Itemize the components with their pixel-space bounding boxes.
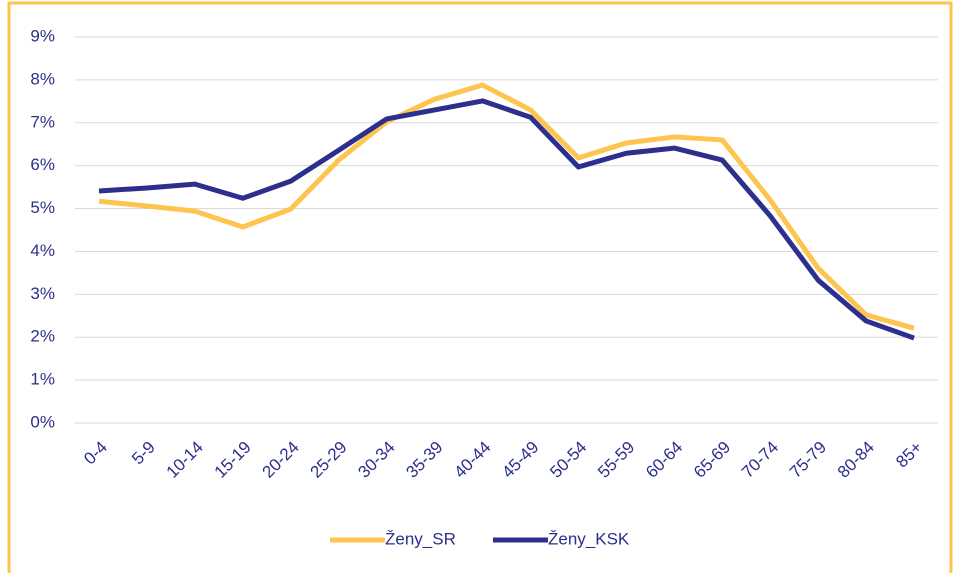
y-tick-label: 0% [30, 412, 55, 431]
legend-label: Ženy_SR [385, 529, 456, 548]
x-tick-label: 60-64 [642, 438, 686, 482]
x-tick-label: 5-9 [128, 438, 159, 469]
x-tick-label: 35-39 [402, 438, 446, 482]
y-tick-label: 8% [30, 69, 55, 88]
x-tick-label: 65-69 [690, 438, 734, 482]
x-tick-label: 45-49 [498, 438, 542, 482]
frame [7, 1, 953, 573]
y-tick-label: 5% [30, 198, 55, 217]
x-tick-label: 10-14 [163, 438, 207, 482]
series-line [98, 82, 915, 331]
x-tick-label: 75-79 [786, 438, 830, 482]
y-tick-label: 9% [30, 26, 55, 45]
x-tick-label: 25-29 [307, 438, 351, 482]
x-tick-label: 40-44 [450, 438, 494, 482]
x-tick-label: 50-54 [546, 438, 590, 482]
x-tick-label: 0-4 [80, 438, 111, 469]
y-tick-label: 4% [30, 241, 55, 260]
x-tick-label: 30-34 [354, 438, 398, 482]
y-tick-label: 3% [30, 284, 55, 303]
y-tick-label: 1% [30, 370, 55, 389]
x-tick-label: 80-84 [834, 438, 878, 482]
x-tick-label: 20-24 [259, 438, 303, 482]
y-tick-label: 7% [30, 112, 55, 131]
legend-label: Ženy_KSK [548, 529, 630, 548]
y-tick-label: 2% [30, 327, 55, 346]
y-tick-label: 6% [30, 155, 55, 174]
x-tick-label: 85+ [892, 438, 926, 472]
x-tick-label: 70-74 [738, 438, 782, 482]
series-line [98, 98, 915, 341]
x-tick-label: 55-59 [594, 438, 638, 482]
x-tick-label: 15-19 [211, 438, 255, 482]
